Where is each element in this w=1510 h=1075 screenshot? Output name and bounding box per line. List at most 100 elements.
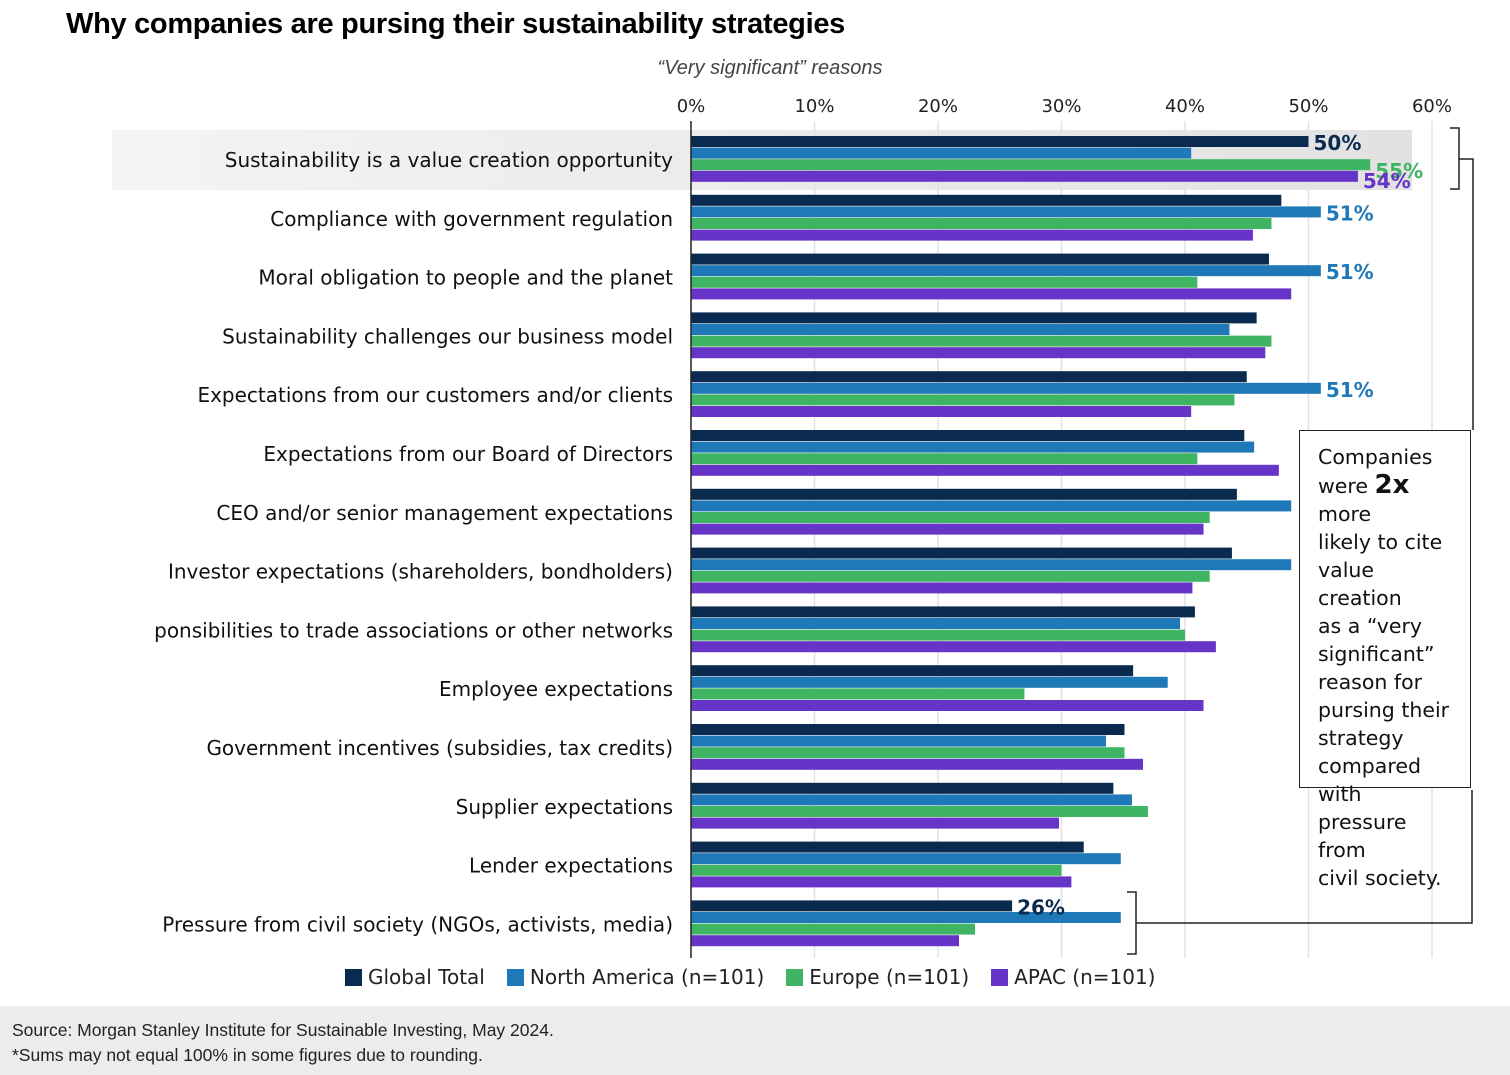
bar	[691, 406, 1192, 417]
bar	[691, 394, 1235, 406]
bar	[691, 665, 1134, 677]
bar	[691, 382, 1321, 394]
data-label: 51%	[1326, 201, 1374, 225]
data-label: 55%	[1375, 159, 1423, 183]
bar	[691, 935, 959, 947]
bar	[691, 688, 1025, 700]
bar	[691, 582, 1193, 594]
bar	[691, 841, 1084, 853]
callout-line: significant”	[1318, 642, 1435, 666]
data-label: 51%	[1326, 260, 1374, 284]
bar	[691, 747, 1125, 759]
callout-line: pressure from	[1318, 810, 1407, 862]
bar	[691, 758, 1144, 770]
top-bracket	[1450, 127, 1460, 190]
bar	[691, 441, 1255, 453]
bar	[691, 335, 1272, 347]
bar	[691, 430, 1245, 441]
category-label: Lender expectations	[469, 854, 673, 878]
callout-line: civil society.	[1318, 866, 1442, 890]
x-tick-label: 20%	[918, 96, 958, 117]
category-label: Expectations from our customers and/or c…	[197, 383, 673, 407]
bar	[691, 629, 1185, 641]
callout-line: as a “very	[1318, 614, 1423, 638]
bar	[691, 523, 1204, 535]
callout-line: strategy	[1318, 726, 1404, 750]
chart-title: Why companies are pursing their sustaina…	[66, 8, 846, 40]
bottom-bracket	[1127, 891, 1137, 955]
bar	[691, 676, 1168, 688]
callout-line: compared with	[1318, 754, 1421, 806]
bar	[691, 136, 1309, 147]
x-tick-label: 40%	[1165, 96, 1205, 117]
connector-line	[1136, 790, 1473, 924]
legend-label: North America (n=101)	[529, 965, 765, 989]
rounding-note: *Sums may not equal 100% in some figures…	[12, 1045, 483, 1065]
callout-text: more	[1318, 502, 1372, 526]
callout-line: Companies	[1318, 445, 1433, 469]
category-label: Expectations from our Board of Directors	[263, 442, 673, 466]
bar	[691, 570, 1210, 582]
bar	[691, 218, 1272, 229]
category-label: Government incentives (subsidies, tax cr…	[206, 736, 673, 760]
callout-line: were 2x more	[1318, 471, 1460, 528]
bar	[691, 147, 1192, 159]
x-tick-label: 30%	[1041, 96, 1081, 117]
x-tick-label: 0%	[677, 96, 706, 117]
legend-label: APAC (n=101)	[1014, 965, 1156, 989]
footer: Source: Morgan Stanley Institute for Sus…	[0, 1006, 1510, 1075]
bar	[691, 853, 1121, 865]
bar	[691, 735, 1106, 747]
category-label: Pressure from civil society (NGOs, activ…	[162, 912, 673, 936]
bar	[691, 206, 1321, 218]
bar	[691, 782, 1114, 794]
callout-emphasis: 2x	[1374, 470, 1410, 500]
chart-legend: Global Total North America (n=101) Europ…	[345, 965, 1155, 989]
bar	[691, 488, 1237, 500]
legend-swatch	[991, 968, 1009, 986]
bar	[691, 817, 1060, 829]
data-label: 51%	[1326, 378, 1374, 402]
bar	[691, 876, 1072, 888]
bar	[691, 324, 1230, 335]
bar	[691, 312, 1257, 324]
bar	[691, 912, 1121, 923]
bar	[691, 900, 1013, 912]
bar	[691, 641, 1216, 653]
category-label: CEO and/or senior management expectation…	[216, 501, 673, 525]
callout-line: value creation	[1318, 558, 1402, 610]
bar-chart: 0% 10% 20% 30% 40% 50% 60% Sustainability is a…	[112, 96, 1474, 958]
legend-swatch	[506, 968, 524, 986]
data-label: 50%	[1314, 131, 1362, 155]
x-tick-label: 50%	[1288, 96, 1328, 117]
bar	[691, 700, 1204, 711]
bar	[691, 464, 1279, 476]
category-label: Employee expectations	[439, 677, 673, 701]
data-label: 26%	[1017, 895, 1065, 919]
bar	[691, 500, 1292, 512]
legend-label: Europe (n=101)	[809, 965, 970, 989]
bar	[691, 265, 1321, 277]
category-label: Supplier expectations	[456, 795, 673, 819]
legend-item-global: Global Total	[345, 965, 485, 989]
bar	[691, 864, 1062, 876]
bar	[691, 170, 1358, 182]
x-tick-label: 60%	[1412, 96, 1452, 117]
bar	[691, 453, 1198, 465]
legend-item-north-america: North America (n=101)	[506, 965, 765, 989]
callout-line: reason for	[1318, 670, 1423, 694]
category-label: Sustainability challenges our business m…	[222, 324, 673, 348]
x-tick-label: 10%	[794, 96, 834, 117]
callout-line: likely to cite	[1318, 530, 1443, 554]
bar	[691, 288, 1292, 300]
bar	[691, 547, 1232, 559]
source-note: Source: Morgan Stanley Institute for Sus…	[12, 1020, 554, 1040]
bar	[691, 923, 976, 935]
legend-swatch	[345, 968, 362, 986]
category-label: Compliance with government regulation	[270, 207, 673, 231]
legend-swatch	[786, 968, 804, 986]
legend-label: Global Total	[368, 965, 485, 989]
bar	[691, 253, 1269, 265]
bar	[691, 606, 1195, 618]
bar	[691, 159, 1371, 171]
